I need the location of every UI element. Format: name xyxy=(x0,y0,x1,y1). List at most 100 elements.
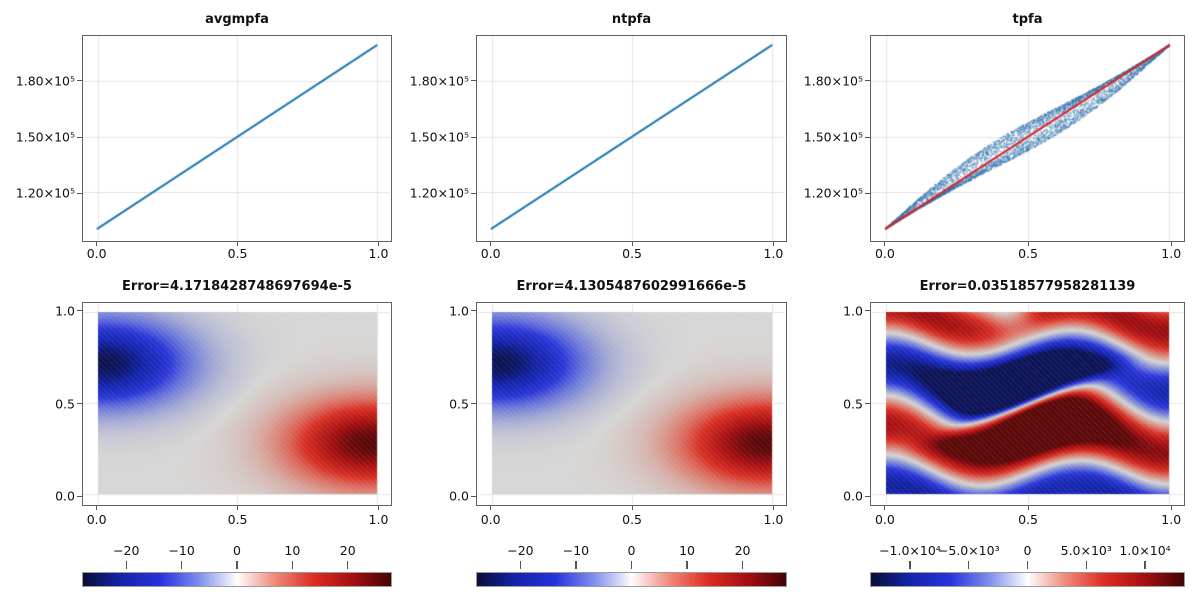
y-tick-mark xyxy=(77,403,82,405)
y-tick-mark xyxy=(471,136,476,138)
y-tick-mark xyxy=(865,136,870,138)
x-tick-label: 0.0 xyxy=(874,512,895,527)
panel-title-error-avgmpfa: Error=4.1718428748697694e-5 xyxy=(122,279,352,294)
colorbar-tick-label: 10 xyxy=(284,543,301,558)
colorbar-tick-label: 5.0×10³ xyxy=(1060,543,1112,558)
y-tick-label: 1.20×10⁵ xyxy=(409,185,469,201)
scatter-chart-tpfa xyxy=(871,36,1183,240)
y-tick-label: 0.0 xyxy=(843,488,863,504)
y-tick-mark xyxy=(77,192,82,194)
colorbar-tick-mark xyxy=(236,561,238,569)
colorbar-tick-mark xyxy=(519,561,522,569)
x-tick-label: 1.0 xyxy=(763,512,784,527)
x-tick-mark xyxy=(1027,242,1029,246)
colorbar-tick-mark xyxy=(180,561,183,569)
plot-area-ntpfa xyxy=(476,35,787,242)
colorbar-tick-mark xyxy=(630,561,633,569)
x-tick-mark xyxy=(96,242,98,246)
x-tick-label: 0.0 xyxy=(86,512,107,527)
y-tick-label: 0.5 xyxy=(843,396,863,412)
x-tick-mark xyxy=(490,242,492,246)
colorbar-tick-mark xyxy=(346,561,349,569)
heatmap-ntpfa-error xyxy=(477,303,785,504)
x-tick-mark xyxy=(884,242,886,246)
panel-title-avgmpfa: avgmpfa xyxy=(205,12,269,27)
x-tick-mark xyxy=(884,506,886,510)
plot-area-avgmpfa xyxy=(82,35,392,242)
y-tick-mark xyxy=(865,403,870,405)
colorbar-tick-label: −10 xyxy=(562,543,590,558)
panel-title-ntpfa: ntpfa xyxy=(611,12,652,27)
x-tick-mark xyxy=(631,242,633,246)
colorbar-tick-mark xyxy=(1085,561,1088,569)
colorbar-tick-label: −10 xyxy=(168,543,195,558)
line-chart-ntpfa xyxy=(477,36,785,240)
y-tick-mark xyxy=(471,80,476,82)
y-tick-label: 1.0 xyxy=(55,303,75,319)
y-tick-mark xyxy=(77,310,82,312)
colorbar-tick-label: −5.0×10³ xyxy=(937,543,1000,558)
y-tick-mark xyxy=(77,80,82,82)
y-tick-label: 1.50×10⁵ xyxy=(15,129,75,145)
heatmap-area-avgmpfa-error xyxy=(82,302,392,506)
x-tick-label: 0.5 xyxy=(622,512,643,527)
colorbar-tick-label: 20 xyxy=(734,543,751,558)
colorbar-tick-mark xyxy=(1026,561,1029,569)
colorbar-tick-label: 20 xyxy=(339,543,356,558)
y-tick-mark xyxy=(865,310,870,312)
x-tick-label: 0.0 xyxy=(86,246,107,261)
colorbar-avgmpfa-error xyxy=(82,572,392,587)
x-tick-mark xyxy=(237,242,239,246)
x-tick-label: 0.5 xyxy=(227,246,248,261)
colorbar-tick-mark xyxy=(686,561,688,569)
colorbar-tick-mark xyxy=(909,561,911,569)
y-tick-mark xyxy=(471,310,476,312)
y-tick-mark xyxy=(77,136,82,138)
heatmap-area-ntpfa-error xyxy=(476,302,787,506)
colorbar-tick-mark xyxy=(741,561,744,569)
x-tick-mark xyxy=(772,242,774,246)
x-tick-label: 1.0 xyxy=(368,512,389,527)
y-tick-label: 1.20×10⁵ xyxy=(803,185,863,201)
colorbar-tick-label: 10 xyxy=(679,543,695,558)
x-tick-mark xyxy=(1027,506,1029,510)
colorbar-tick-mark xyxy=(125,561,128,569)
panel-title-tpfa: tpfa xyxy=(1012,12,1043,27)
x-tick-label: 1.0 xyxy=(368,246,389,261)
y-tick-mark xyxy=(865,192,870,194)
x-tick-mark xyxy=(96,506,98,510)
x-tick-mark xyxy=(377,242,379,246)
x-tick-mark xyxy=(772,506,774,510)
heatmap-tpfa-error xyxy=(871,303,1183,504)
colorbar-tick-label: −20 xyxy=(507,543,534,558)
y-tick-mark xyxy=(471,495,476,497)
line-chart-avgmpfa xyxy=(83,36,390,240)
x-tick-label: 0.5 xyxy=(1018,512,1039,527)
y-tick-mark xyxy=(77,495,82,497)
colorbar-ntpfa-error xyxy=(476,572,787,587)
x-tick-mark xyxy=(1170,242,1172,246)
colorbar-tick-label: 1.0×10⁴ xyxy=(1119,543,1171,558)
panel-title-error-tpfa: Error=0.03518577958281139 xyxy=(919,279,1136,294)
y-tick-label: 1.50×10⁵ xyxy=(803,129,863,145)
y-tick-mark xyxy=(865,80,870,82)
plot-area-tpfa xyxy=(870,35,1185,242)
x-tick-label: 1.0 xyxy=(1161,512,1182,527)
x-tick-label: 1.0 xyxy=(1161,246,1182,261)
colorbar-tick-label: −20 xyxy=(113,543,140,558)
y-tick-label: 0.0 xyxy=(55,488,75,504)
x-tick-mark xyxy=(237,506,239,510)
x-tick-label: 0.5 xyxy=(1018,246,1039,261)
y-tick-label: 0.5 xyxy=(55,396,75,412)
colorbar-tick-mark xyxy=(967,561,970,569)
y-tick-label: 1.50×10⁵ xyxy=(409,129,469,145)
colorbar-tick-mark xyxy=(1144,561,1146,569)
heatmap-area-tpfa-error xyxy=(870,302,1185,506)
colorbar-tpfa-error xyxy=(870,572,1185,587)
x-tick-label: 0.0 xyxy=(480,246,501,261)
colorbar-tick-mark xyxy=(575,561,577,569)
x-tick-mark xyxy=(377,506,379,510)
heatmap-avgmpfa-error xyxy=(83,303,390,504)
y-tick-label: 0.5 xyxy=(449,396,469,412)
colorbar-gradient xyxy=(83,573,391,586)
